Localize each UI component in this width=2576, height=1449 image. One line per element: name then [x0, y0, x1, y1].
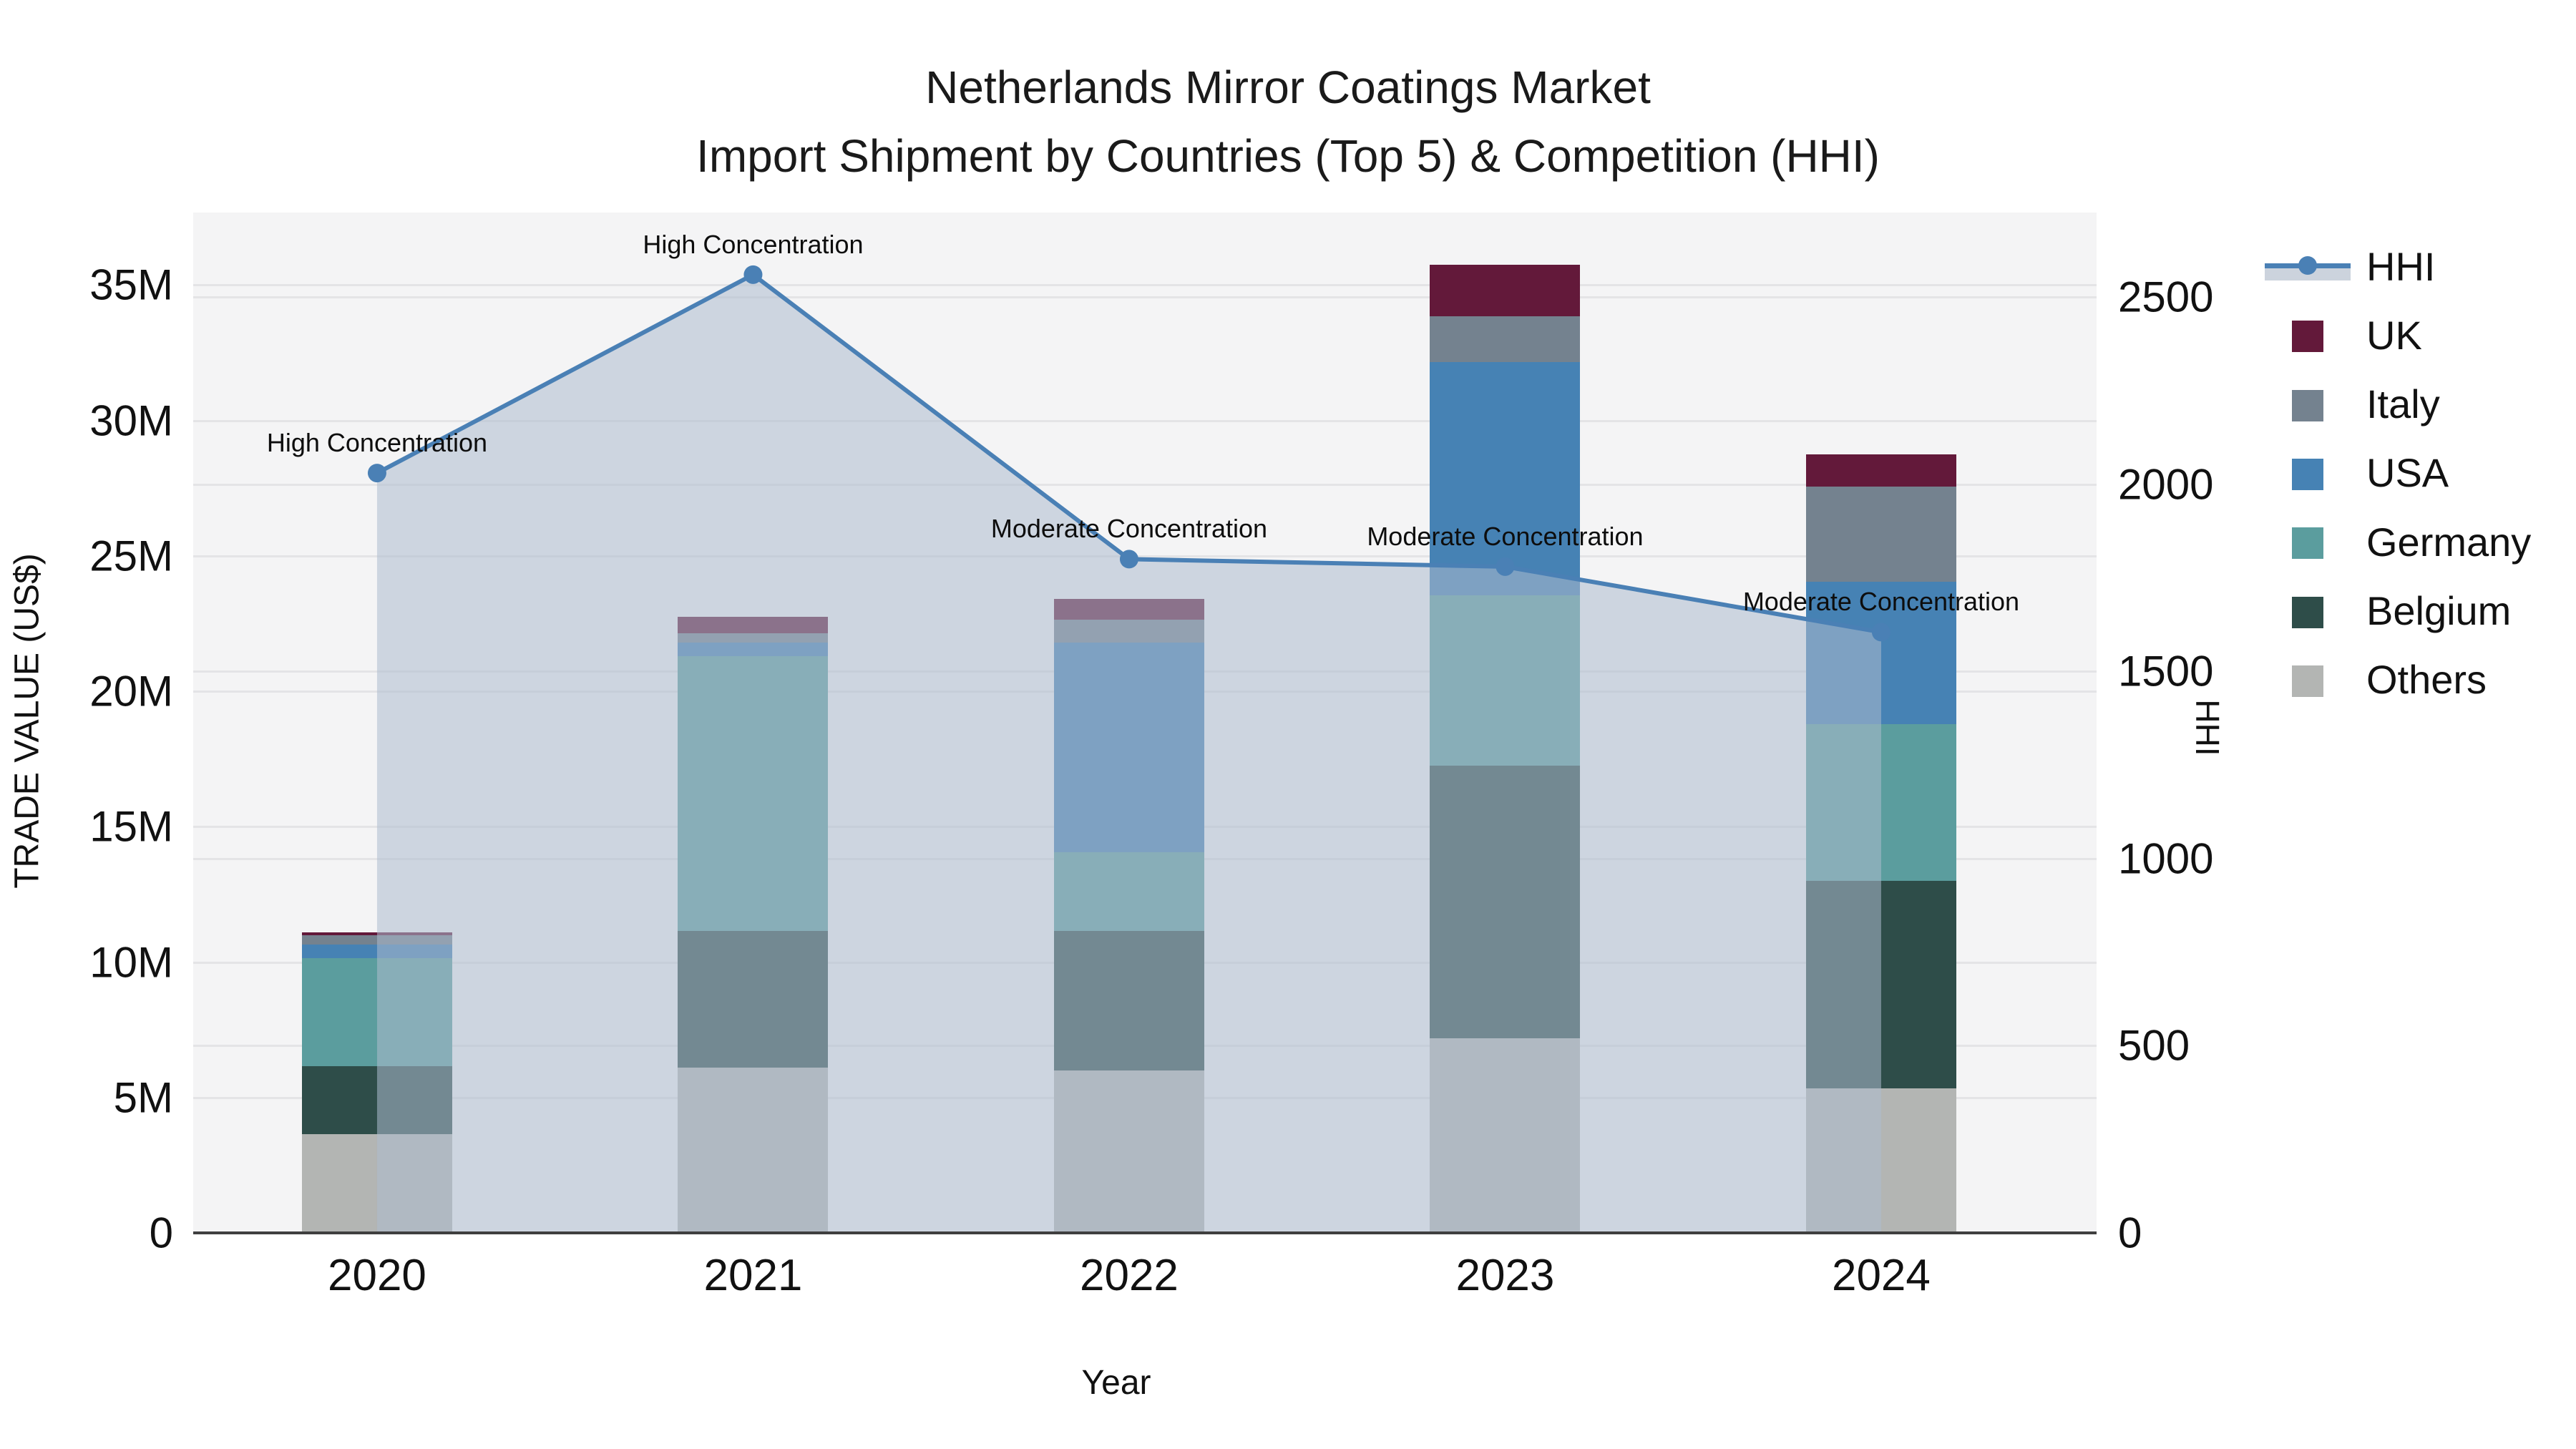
right-tick-0: 0 — [2118, 1209, 2142, 1257]
legend-item-germany: Germany — [2265, 519, 2531, 565]
hhi-marker-2021 — [743, 265, 763, 284]
bar-segment-usa-2023 — [1430, 362, 1581, 595]
right-tick-1500: 1500 — [2118, 647, 2214, 696]
usa-color-swatch — [2292, 458, 2323, 490]
left-tick-25M: 25M — [89, 532, 173, 580]
gridline-left-35M — [193, 284, 2097, 287]
italy-color-swatch — [2292, 389, 2323, 421]
legend-item-uk: UK — [2265, 312, 2422, 358]
hhi-line-and-area — [367, 265, 1890, 1233]
annotation-2024: Moderate Concentration — [1742, 587, 2020, 617]
left-tick-10M: 10M — [89, 938, 173, 987]
plot-area: High Concentration High Concentration Mode… — [193, 213, 2097, 1234]
x-tick-2021: 2021 — [703, 1251, 803, 1300]
hhi-line-legend-symbol — [2265, 243, 2351, 289]
belgium-color-swatch — [2292, 596, 2323, 628]
gridline-left-25M — [193, 555, 2097, 557]
gridline-right-2000 — [193, 483, 2097, 486]
legend-label: HHI — [2366, 243, 2436, 289]
left-tick-0: 0 — [149, 1209, 173, 1257]
left-tick-35M: 35M — [89, 260, 173, 309]
uk-color-swatch — [2292, 321, 2323, 353]
x-tick-2023: 2023 — [1455, 1251, 1555, 1300]
x-axis-title: Year — [1081, 1364, 1151, 1402]
bar-segment-uk-2020 — [301, 932, 452, 935]
legend-item-usa: USA — [2265, 450, 2449, 496]
hhi-marker-2023 — [1496, 557, 1515, 576]
legend-label: Belgium — [2366, 588, 2512, 633]
legend-label: UK — [2366, 312, 2422, 358]
x-tick-2022: 2022 — [1079, 1251, 1179, 1300]
legend: HHI UK Italy USA Germany Belgium Others — [2265, 243, 2572, 716]
left-tick-30M: 30M — [89, 396, 173, 445]
x-tick-2024: 2024 — [1831, 1251, 1931, 1300]
gridline-left-30M — [193, 419, 2097, 422]
legend-item-italy: Italy — [2265, 381, 2440, 427]
gridline-right-2500 — [193, 296, 2097, 299]
annotation-2020: High Concentration — [266, 428, 488, 458]
hhi-marker-2024 — [1871, 623, 1890, 642]
bar-segment-uk-2023 — [1430, 265, 1581, 316]
legend-label: Others — [2366, 657, 2487, 703]
left-tick-5M: 5M — [113, 1073, 173, 1122]
x-tick-2020: 2020 — [327, 1251, 426, 1300]
hhi-area-fill — [376, 274, 1881, 1233]
annotation-2023: Moderate Concentration — [1367, 521, 1644, 551]
bar-segment-italy-2024 — [1805, 487, 1956, 582]
annotation-2021: High Concentration — [643, 229, 864, 259]
legend-label: USA — [2366, 450, 2449, 496]
others-color-swatch — [2292, 665, 2323, 697]
germany-color-swatch — [2292, 527, 2323, 560]
right-tick-500: 500 — [2118, 1021, 2190, 1070]
hhi-marker-2020 — [367, 464, 386, 483]
left-tick-15M: 15M — [89, 802, 173, 851]
x-axis-line — [193, 1231, 2097, 1234]
right-axis-title: HHI — [2189, 699, 2226, 756]
annotation-2022: Moderate Concentration — [990, 514, 1268, 544]
legend-item-hhi: HHI — [2265, 243, 2435, 289]
bar-segment-italy-2023 — [1430, 316, 1581, 363]
hhi-marker-swatch — [2298, 256, 2317, 275]
left-axis-title: TRADE VALUE (US$) — [8, 553, 47, 889]
left-tick-20M: 20M — [89, 667, 173, 716]
chart-title: Netherlands Mirror Coatings Market Impor… — [0, 53, 2576, 190]
right-tick-1000: 1000 — [2118, 834, 2214, 883]
right-tick-2000: 2000 — [2118, 460, 2214, 509]
hhi-marker-2022 — [1119, 550, 1138, 569]
chart-title-line2: Import Shipment by Countries (Top 5) & C… — [696, 130, 1880, 182]
legend-label: Germany — [2366, 519, 2532, 565]
legend-item-others: Others — [2265, 657, 2487, 703]
bar-segment-uk-2024 — [1805, 454, 1956, 487]
legend-label: Italy — [2366, 381, 2440, 427]
legend-item-belgium: Belgium — [2265, 588, 2511, 634]
right-tick-2500: 2500 — [2118, 273, 2214, 321]
chart-title-line1: Netherlands Mirror Coatings Market — [925, 62, 1651, 113]
